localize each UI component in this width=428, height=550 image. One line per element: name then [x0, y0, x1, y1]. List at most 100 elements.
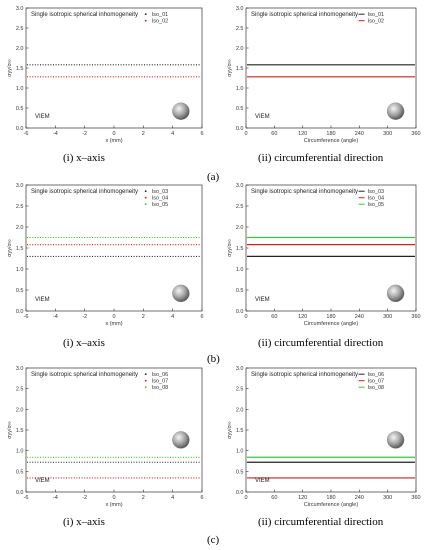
y-tick-label: 0.0	[16, 126, 24, 132]
x-tick-label: 360	[411, 131, 420, 137]
y-tick-label: 2.5	[236, 204, 244, 210]
x-tick-label: 360	[411, 495, 420, 501]
x-tick-label: 300	[383, 495, 392, 501]
y-tick-label: 0.5	[16, 106, 24, 112]
legend-label: Iso_05	[368, 202, 385, 208]
sphere-inhomogeneity-icon	[172, 102, 190, 120]
legend-marker	[144, 13, 147, 16]
chart-1: 0 60 120 180 240 300 360 0.0 0.5 1.0 1.5 2.0 2.5 3.0 C…	[227, 6, 421, 144]
x-tick-label: 60	[271, 495, 277, 501]
y-tick-label: 3.0	[236, 183, 244, 189]
x-tick-label: 6	[200, 314, 203, 320]
y-axis-label: σyy/σ∞	[227, 421, 233, 439]
x-axis-label: x (mm)	[105, 138, 122, 144]
y-tick-label: 2.0	[236, 407, 244, 413]
y-tick-label: 2.0	[236, 46, 244, 52]
y-axis-label: σyy/σ∞	[7, 239, 13, 257]
y-tick-label: 1.0	[236, 267, 244, 273]
legend-label: Iso_03	[368, 189, 385, 195]
legend-label: Iso_02	[152, 19, 169, 25]
panel-label-a: (a)	[207, 171, 220, 183]
y-tick-label: 3.0	[236, 6, 244, 12]
y-tick-label: 0.5	[236, 469, 244, 475]
chart-4: -6 -4 -2 0 2 4 6 0.0 0.5 1.0 1.5 2.0 2.5 3.0 x (mm) σyy…	[7, 366, 204, 508]
legend-label: Iso_04	[152, 196, 169, 202]
y-tick-label: 0.5	[16, 288, 24, 294]
chart-title: Single isotropic spherical inhomogeneity	[251, 372, 358, 378]
x-tick-label: -4	[53, 131, 58, 137]
chart-title: Single isotropic spherical inhomogeneity	[251, 189, 358, 195]
x-tick-label: 2	[142, 131, 145, 137]
x-axis-label: Circumference (angle)	[304, 321, 359, 327]
x-tick-label: 2	[142, 495, 145, 501]
legend-label: Iso_07	[152, 379, 169, 385]
chart-3: 0 60 120 180 240 300 360 0.0 0.5 1.0 1.5 2.0 2.5 3.0 C…	[227, 183, 421, 327]
legend-label: Iso_01	[368, 12, 385, 18]
legend-label: Iso_02	[368, 19, 385, 25]
x-tick-label: 60	[271, 131, 277, 137]
x-tick-label: 360	[411, 314, 420, 320]
legend-marker	[144, 190, 147, 193]
y-tick-label: 3.0	[16, 6, 24, 12]
x-tick-label: 120	[298, 495, 307, 501]
y-tick-label: 1.5	[16, 66, 24, 72]
y-tick-label: 2.0	[236, 225, 244, 231]
legend-label: Iso_01	[152, 12, 169, 18]
x-tick-label: 240	[355, 495, 364, 501]
sphere-inhomogeneity-icon	[172, 284, 190, 303]
y-tick-label: 3.0	[236, 366, 244, 372]
y-tick-label: 2.0	[16, 407, 24, 413]
viem-annotation: VIEM	[255, 297, 270, 303]
plot-frame	[245, 367, 417, 493]
chart-title: Single isotropic spherical inhomogeneity	[31, 189, 138, 195]
x-tick-label: -6	[24, 131, 29, 137]
x-tick-label: 240	[355, 314, 364, 320]
y-tick-label: 3.0	[16, 366, 24, 372]
x-axis-label: Circumference (angle)	[304, 502, 359, 508]
x-tick-label: 180	[326, 314, 335, 320]
chart-title: Single isotropic spherical inhomogeneity	[251, 12, 358, 18]
legend-marker	[144, 379, 147, 382]
y-tick-label: 0.0	[16, 309, 24, 315]
y-tick-label: 1.5	[236, 66, 244, 72]
chart-title: Single isotropic spherical inhomogeneity	[31, 372, 138, 378]
y-tick-label: 1.0	[16, 86, 24, 92]
chart-5: 0 60 120 180 240 300 360 0.0 0.5 1.0 1.5 2.0 2.5 3.0 C…	[227, 366, 421, 508]
y-tick-label: 2.5	[16, 204, 24, 210]
legend-marker	[144, 373, 147, 376]
x-tick-label: 0	[244, 495, 247, 501]
y-axis-label: σyy/σ∞	[7, 421, 13, 439]
x-tick-label: 0	[112, 495, 115, 501]
y-tick-label: 1.5	[236, 428, 244, 434]
x-axis-label: x (mm)	[105, 321, 122, 327]
x-tick-label: 4	[171, 131, 174, 137]
x-axis-label: x (mm)	[105, 502, 122, 508]
x-tick-label: 120	[298, 314, 307, 320]
legend-label: Iso_07	[368, 379, 385, 385]
legend-marker	[144, 19, 147, 22]
chart-0: -6 -4 -2 0 2 4 6 0.0 0.5 1.0 1.5 2.0 2.5 3.0 x (mm) σyy…	[7, 6, 204, 144]
legend-marker	[144, 386, 147, 389]
caption-a-i: (i) x–axis	[63, 152, 105, 164]
legend-label: Iso_05	[152, 202, 169, 208]
legend-marker	[144, 203, 147, 206]
x-tick-label: -2	[82, 495, 87, 501]
viem-annotation: VIEM	[255, 114, 270, 120]
legend-label: Iso_06	[368, 372, 385, 378]
y-tick-label: 0.0	[236, 490, 244, 496]
x-tick-label: 6	[200, 131, 203, 137]
sphere-inhomogeneity-icon	[386, 284, 405, 303]
x-tick-label: 180	[326, 131, 335, 137]
legend-label: Iso_06	[152, 372, 169, 378]
y-tick-label: 1.0	[16, 267, 24, 273]
sphere-inhomogeneity-icon	[172, 431, 190, 449]
y-tick-label: 0.0	[16, 490, 24, 496]
x-tick-label: 300	[383, 131, 392, 137]
x-tick-label: 0	[112, 314, 115, 320]
chart-2: -6 -4 -2 0 2 4 6 0.0 0.5 1.0 1.5 2.0 2.5 3.0 x (mm) σyy…	[7, 183, 204, 327]
y-tick-label: 1.0	[16, 449, 24, 455]
x-tick-label: 4	[171, 495, 174, 501]
x-tick-label: 6	[200, 495, 203, 501]
y-axis-label: σyy/σ∞	[227, 59, 233, 77]
